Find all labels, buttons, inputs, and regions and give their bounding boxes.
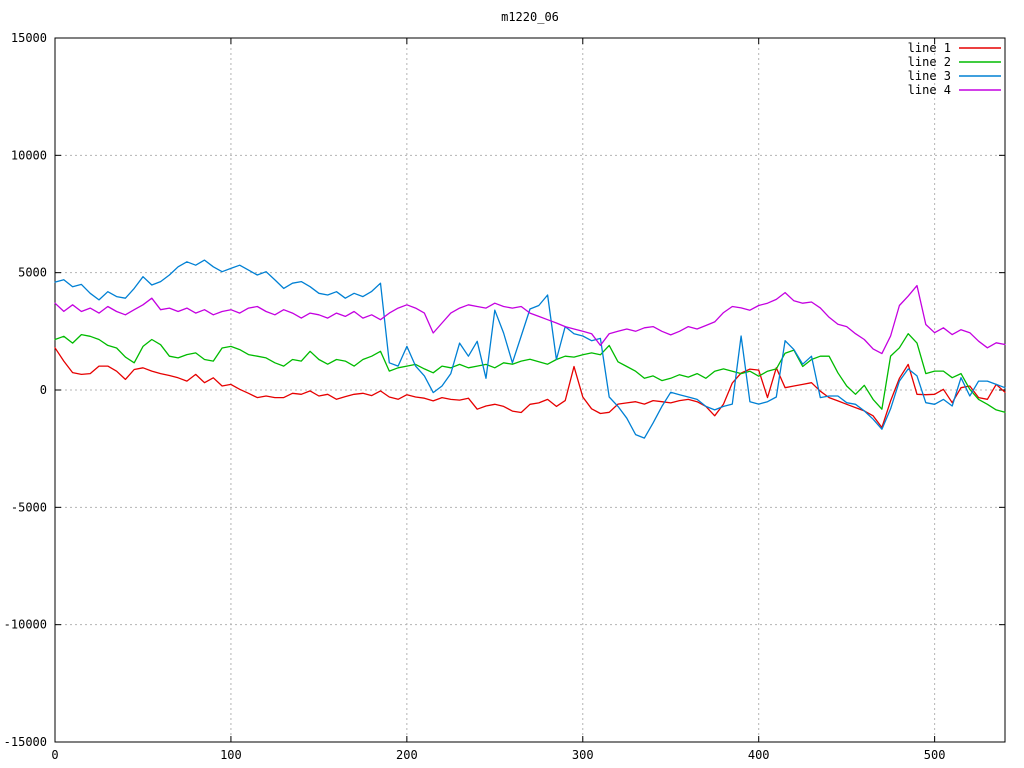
y-tick-label-5000: 5000	[18, 266, 47, 280]
y-tick-label--5000: -5000	[11, 500, 47, 514]
y-tick-label-0: 0	[40, 383, 47, 397]
series-layer	[54, 259, 1006, 439]
x-tick-label-500: 500	[924, 748, 946, 762]
x-tick-label-0: 0	[51, 748, 58, 762]
series-line-2	[54, 333, 1006, 413]
legend-label-line-3: line 3	[908, 69, 951, 83]
axis-label-layer: 0 100 200 300 400 500 -15000 -10000 -5000 0 5000 10…	[4, 31, 946, 762]
legend-label-line-4: line 4	[908, 83, 951, 97]
legend-label-line-1: line 1	[908, 41, 951, 55]
chart-title: m1220_06	[501, 10, 559, 24]
y-tick-label--10000: -10000	[4, 618, 47, 632]
legend-label-line-2: line 2	[908, 55, 951, 69]
tick-layer	[54, 37, 1005, 743]
series-line-3	[54, 259, 1006, 439]
x-tick-label-400: 400	[748, 748, 770, 762]
y-tick-label--15000: -15000	[4, 735, 47, 749]
x-tick-label-200: 200	[396, 748, 418, 762]
x-tick-label-300: 300	[572, 748, 594, 762]
series-line-1	[54, 347, 1006, 429]
y-tick-label-15000: 15000	[11, 31, 47, 45]
series-line-4	[54, 284, 1006, 355]
y-tick-label-10000: 10000	[11, 148, 47, 162]
x-tick-label-100: 100	[220, 748, 242, 762]
grid-layer	[55, 38, 1005, 742]
